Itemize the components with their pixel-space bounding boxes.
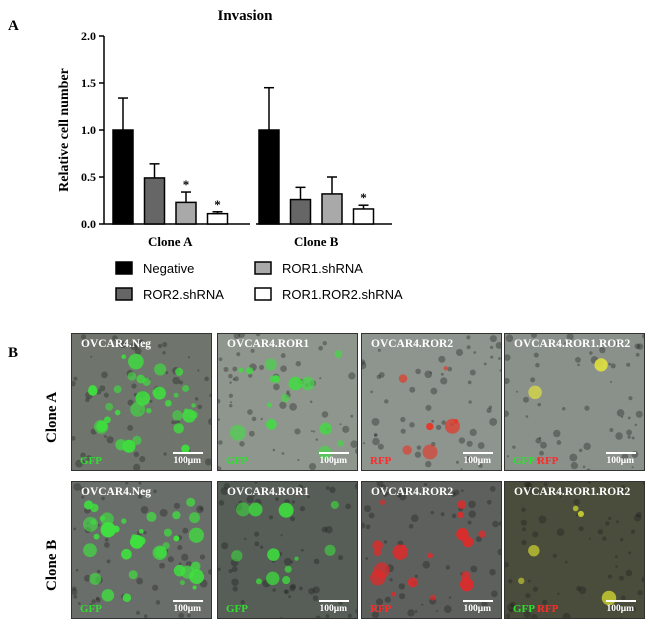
tile-title: OVCAR4.ROR2 <box>371 486 454 498</box>
legend-label: ROR2.shRNA <box>143 287 224 302</box>
micrograph-tile: OVCAR4.Neg GFP 100μm <box>71 333 212 471</box>
bar <box>175 201 197 225</box>
scale-bar <box>606 600 636 602</box>
micrograph-image <box>72 334 211 470</box>
micrograph-image <box>505 334 644 470</box>
channel-label: GFP RFP <box>513 455 558 467</box>
channel-gfp: GFP <box>80 603 102 615</box>
micrograph-tile: OVCAR4.Neg GFP 100μm <box>71 481 212 619</box>
legend-label: ROR1.ROR2.shRNA <box>282 287 403 302</box>
x-category-label: Clone A <box>148 234 193 249</box>
channel-label: GFP <box>80 455 102 467</box>
invasion-bar-chart: Invasion 0.0 0.5 1.0 1.5 2.0 Relative cell num… <box>57 8 403 302</box>
x-category-label: Clone B <box>294 234 339 249</box>
y-tick-label: 2.0 <box>81 29 96 43</box>
scale-bar <box>319 452 349 454</box>
scale-label: 100μm <box>463 456 491 466</box>
bar <box>289 198 312 225</box>
tile-title: OVCAR4.ROR1.ROR2 <box>514 338 631 350</box>
scale-bar <box>319 600 349 602</box>
y-tick-label: 0.0 <box>81 217 96 231</box>
bar <box>321 193 343 225</box>
scale-bar <box>463 452 493 454</box>
micrograph-image <box>505 482 644 618</box>
legend-label: ROR1.shRNA <box>282 261 363 276</box>
row-label-clone-a: Clone A <box>44 391 60 443</box>
y-tick-label: 1.5 <box>81 76 96 90</box>
micrograph-image <box>218 334 357 470</box>
legend-swatch <box>115 261 133 275</box>
tile-title: OVCAR4.ROR2 <box>371 338 454 350</box>
channel-label: RFP <box>370 603 391 615</box>
significance-star: * <box>360 190 367 205</box>
micrograph-image <box>362 335 501 470</box>
micrograph-tile: OVCAR4.ROR1.ROR2 GFP RFP 100μm <box>504 333 645 471</box>
scale-label: 100μm <box>606 456 634 466</box>
scale-label: 100μm <box>463 604 491 614</box>
channel-rfp: RFP <box>370 455 392 467</box>
significance-star: * <box>183 177 190 192</box>
scale-bar <box>463 600 493 602</box>
scale-bar <box>173 600 203 602</box>
significance-star: * <box>214 197 221 212</box>
channel-gfp: GFP <box>226 455 248 467</box>
micrograph-tile: OVCAR4.ROR1.ROR2 GFP RFP 100μm <box>504 481 645 619</box>
channel-gfp: GFP <box>80 455 102 467</box>
channel-label: GFP <box>226 603 248 615</box>
legend-swatch <box>254 261 272 275</box>
bar <box>112 129 134 225</box>
bar <box>258 129 280 225</box>
micrograph-image <box>72 482 211 618</box>
channel-gfp: GFP <box>226 603 248 615</box>
channel-label: GFP <box>226 455 248 467</box>
channel-rfp: RFP <box>537 455 559 467</box>
panel-b-letter: B <box>8 345 19 361</box>
scale-bar <box>606 452 636 454</box>
y-tick-label: 1.0 <box>81 123 96 137</box>
scale-label: 100μm <box>319 456 347 466</box>
channel-label: GFP RFP <box>513 603 558 615</box>
channel-rfp: RFP <box>537 603 559 615</box>
channel-gfp: GFP <box>513 455 535 467</box>
channel-gfp: GFP <box>513 603 535 615</box>
scale-label: 100μm <box>319 604 347 614</box>
tile-title: OVCAR4.ROR1.ROR2 <box>514 486 631 498</box>
scale-label: 100μm <box>173 604 201 614</box>
tile-title: OVCAR4.Neg <box>81 338 151 350</box>
bar <box>143 177 166 225</box>
chart-title: Invasion <box>217 8 273 24</box>
channel-rfp: RFP <box>370 603 392 615</box>
y-tick-label: 0.5 <box>81 170 96 184</box>
bar <box>352 208 375 225</box>
scale-label: 100μm <box>173 456 201 466</box>
micrograph-tile: OVCAR4.ROR1 GFP 100μm <box>217 481 358 619</box>
micrograph-tile: OVCAR4.ROR2 RFP 100μm <box>361 333 502 471</box>
micrograph-image <box>218 482 357 618</box>
channel-label: RFP <box>370 455 391 467</box>
legend-swatch <box>254 287 272 301</box>
y-axis-label: Relative cell number <box>57 68 72 192</box>
micrograph-image <box>362 482 501 618</box>
micrograph-tile: OVCAR4.ROR1 GFP 100μm <box>217 333 358 471</box>
tile-title: OVCAR4.ROR1 <box>227 338 310 350</box>
legend-swatch <box>115 287 133 301</box>
scale-label: 100μm <box>606 604 634 614</box>
panel-a-letter: A <box>8 18 19 34</box>
channel-label: GFP <box>80 603 102 615</box>
tile-title: OVCAR4.ROR1 <box>227 486 310 498</box>
scale-bar <box>173 452 203 454</box>
bar <box>206 212 229 225</box>
tile-title: OVCAR4.Neg <box>81 486 151 498</box>
legend-label: Negative <box>143 261 194 276</box>
micrograph-tile: OVCAR4.ROR2 RFP 100μm <box>361 481 502 619</box>
row-label-clone-b: Clone B <box>44 539 60 591</box>
